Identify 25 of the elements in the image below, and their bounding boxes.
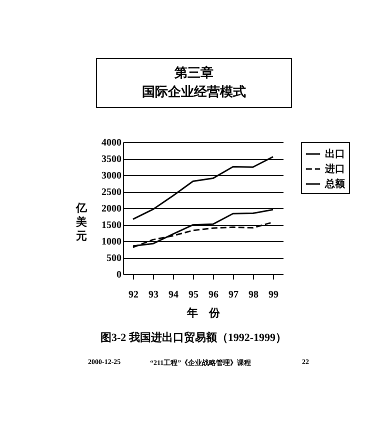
y-axis-title: 亿美元 (75, 202, 88, 242)
y-tick-label: 4000 (102, 138, 122, 148)
x-tick-label: 97 (228, 290, 238, 300)
y-tick-label: 2500 (102, 187, 122, 198)
y-tick-label: 1500 (102, 220, 122, 231)
legend-label: 出口 (325, 148, 345, 160)
x-tick-label: 96 (208, 290, 218, 300)
legend-label: 总额 (324, 178, 346, 190)
text: 第三章 (174, 64, 214, 82)
y-tick-label: 0 (116, 270, 122, 280)
x-tick-label: 95 (188, 290, 198, 300)
x-tick-label: 92 (128, 290, 138, 300)
y-tick-label: 1000 (102, 236, 122, 248)
x-axis-title: 年 份 (186, 306, 221, 320)
x-tick-label: 99 (268, 290, 278, 300)
y-tick-label: 3500 (102, 154, 122, 165)
legend-label: 进口 (324, 163, 345, 175)
y-tick-label: 3000 (102, 170, 122, 182)
y-tick-label: 2000 (102, 204, 122, 214)
x-tick-label: 93 (148, 290, 158, 300)
x-tick-label: 94 (168, 290, 178, 300)
text: 国际企业经营模式 (141, 83, 247, 101)
x-tick-label: 98 (248, 290, 258, 300)
text: 图3-2 我国进出口贸易额（1992-1999） (99, 330, 288, 345)
y-tick-label: 500 (106, 253, 122, 264)
